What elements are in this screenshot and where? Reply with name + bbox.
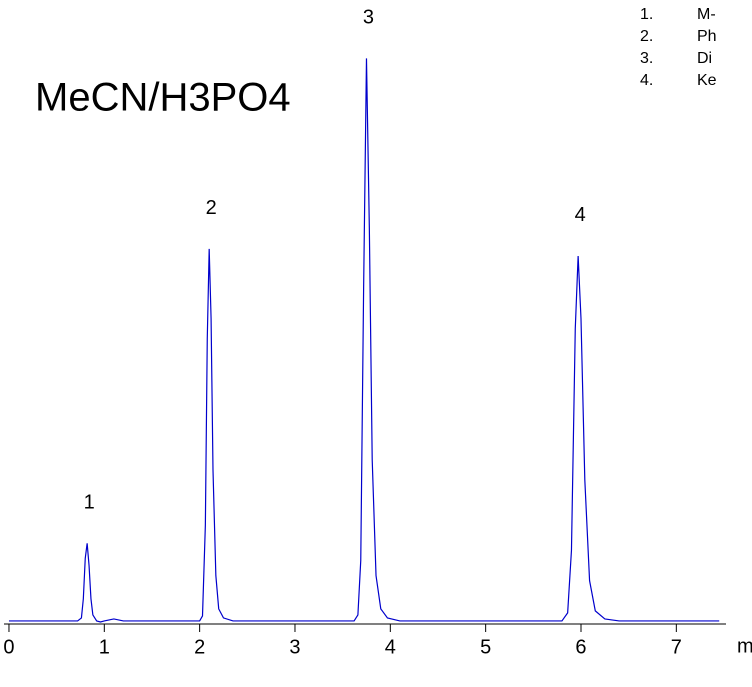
legend-number: 1. — [640, 6, 653, 23]
legend-number: 2. — [640, 28, 653, 45]
x-tick-label: 1 — [99, 636, 110, 658]
peak-label: 1 — [84, 492, 95, 514]
legend-number: 3. — [640, 50, 653, 67]
chart-title: MeCN/H3PO4 — [35, 76, 291, 120]
x-tick-label: 3 — [289, 636, 300, 658]
x-axis-label: min — [737, 635, 752, 657]
peak-label: 2 — [206, 197, 217, 219]
legend-name: Di — [697, 50, 712, 67]
legend-name: Ke — [697, 72, 717, 89]
x-tick-label: 0 — [3, 636, 14, 658]
trace — [8, 58, 720, 623]
peak-label: 4 — [575, 204, 586, 226]
x-tick-label: 2 — [194, 636, 205, 658]
x-tick-label: 6 — [575, 636, 586, 658]
x-tick-label: 5 — [480, 636, 491, 658]
x-tick-label: 7 — [671, 636, 682, 658]
x-tick-label: 4 — [385, 636, 396, 658]
legend-number: 4. — [640, 72, 653, 89]
legend-name: Ph — [697, 28, 717, 45]
peak-label: 3 — [363, 7, 374, 29]
legend-name: M- — [697, 6, 716, 23]
